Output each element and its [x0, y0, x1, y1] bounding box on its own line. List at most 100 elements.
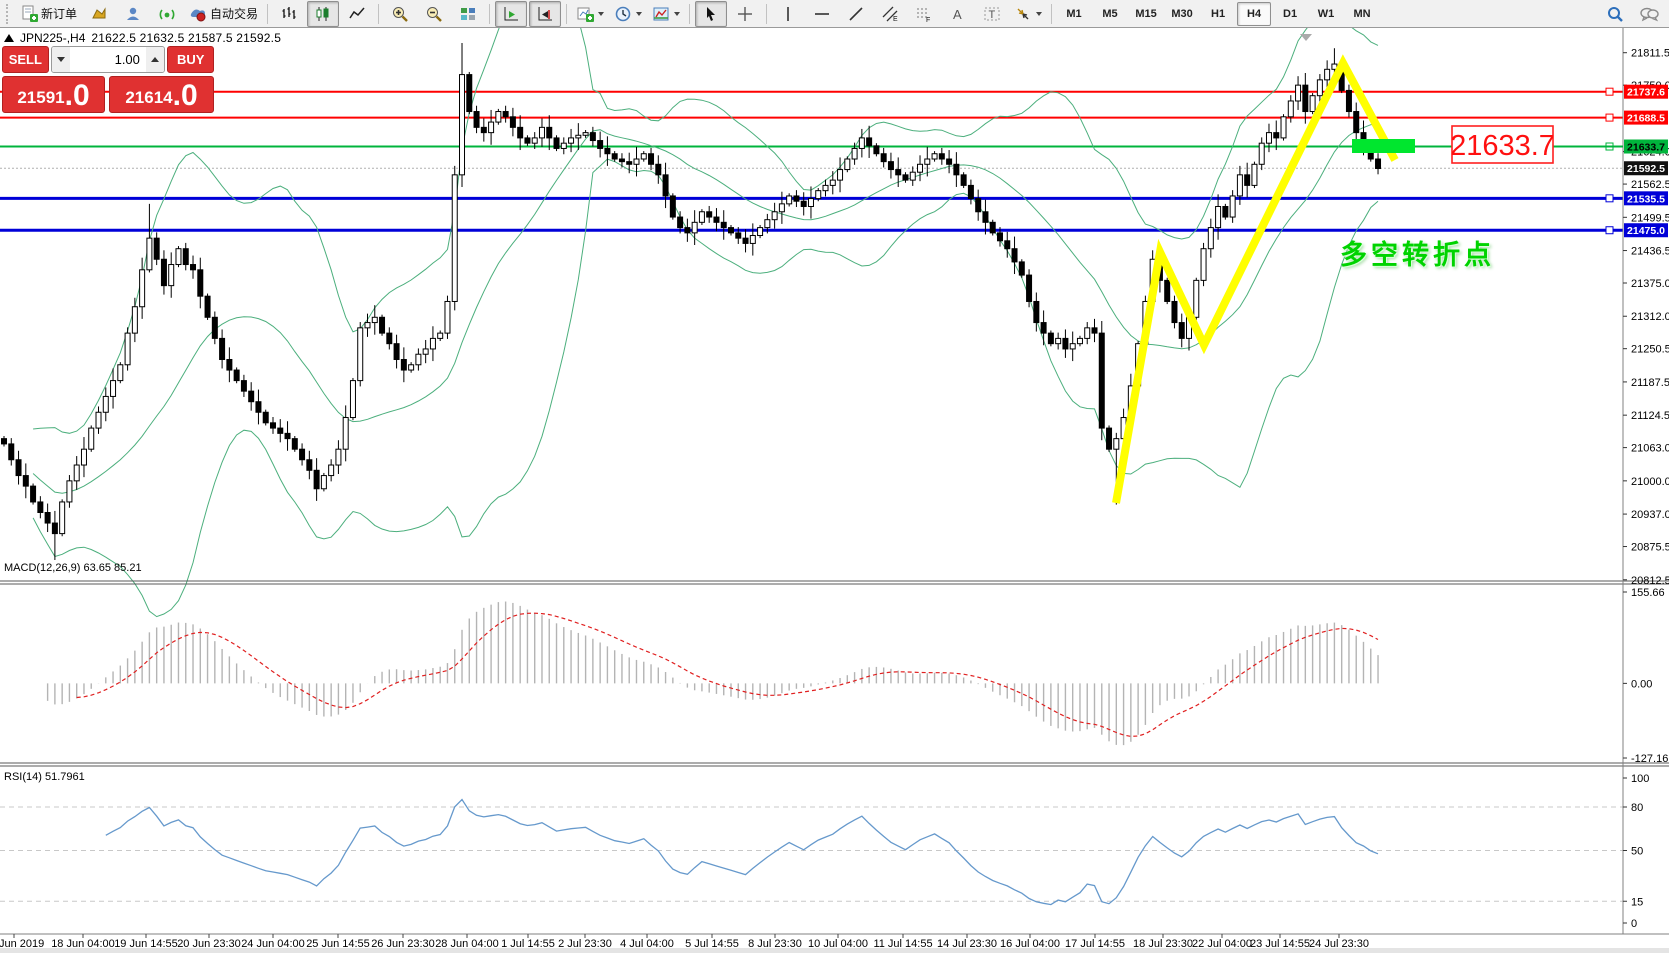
chat-button[interactable]: [1633, 1, 1665, 27]
timeframe-h4[interactable]: H4: [1237, 1, 1272, 26]
dropdown-caret-icon: [1036, 11, 1043, 16]
bull-candle: [175, 248, 182, 266]
timeframe-w1[interactable]: W1: [1317, 7, 1335, 20]
bear-candle: [597, 140, 604, 149]
zoom-out-button[interactable]: [418, 1, 450, 27]
price-tick-label: 21124.5: [1631, 410, 1669, 422]
arrows-button[interactable]: [1010, 1, 1046, 27]
signal-button[interactable]: [151, 1, 183, 27]
timeframe-m30[interactable]: M30: [1171, 7, 1193, 20]
price-axis[interactable]: 21811.521750.021624.021562.521499.521436…: [1622, 28, 1669, 934]
bull-candle: [422, 348, 429, 355]
bear-candle: [677, 216, 684, 229]
search-button[interactable]: [1599, 1, 1631, 27]
bar-chart-icon: [282, 6, 296, 19]
volume-up-button[interactable]: [145, 47, 165, 72]
panel-divider[interactable]: [0, 762, 1669, 767]
time-tick-label: 14 Jul 23:30: [937, 938, 997, 950]
auto-scroll-button[interactable]: [495, 0, 528, 27]
bear-candle: [1244, 174, 1251, 186]
autotrading-button[interactable]: 自动交易: [185, 1, 262, 27]
timeframe-mn[interactable]: MN: [1353, 7, 1371, 20]
chart-shift-button[interactable]: [529, 0, 562, 27]
hline-price-badge: 21737.6: [1624, 84, 1668, 99]
hline-handle[interactable]: [1605, 113, 1614, 122]
bear-candle: [1, 438, 7, 445]
time-tick-label: 22 Jul 04:00: [1192, 938, 1252, 950]
horizontal-line-button[interactable]: [806, 1, 838, 27]
timeframe-d1[interactable]: D1: [1283, 7, 1298, 20]
candlestick-button[interactable]: [307, 0, 340, 27]
zoom-in-button[interactable]: [384, 1, 416, 27]
sell-price-box[interactable]: 21591.0: [2, 76, 106, 113]
chart-profile-button[interactable]: [83, 1, 115, 27]
sell-button[interactable]: SELL: [2, 46, 49, 73]
bull-candle: [80, 448, 87, 466]
line-chart-button[interactable]: [341, 1, 373, 27]
autotrading-icon: [190, 9, 206, 21]
tile-windows-icon: [461, 7, 476, 20]
crosshair-button[interactable]: [729, 1, 761, 27]
volume-input[interactable]: 1.00: [70, 47, 146, 72]
bull-candle: [415, 353, 422, 366]
bear-candle: [742, 237, 749, 244]
tile-windows-button[interactable]: [452, 1, 484, 27]
hline-handle[interactable]: [1605, 226, 1614, 235]
templates-button[interactable]: [648, 1, 684, 27]
time-tick-label: 8 Jul 23:30: [748, 938, 802, 950]
bull-candle: [437, 332, 444, 339]
trendline-button[interactable]: [840, 1, 872, 27]
bull-candle: [1113, 438, 1120, 450]
price-callout[interactable]: 21633.7: [1450, 125, 1623, 164]
text-label-button[interactable]: T: [976, 1, 1008, 27]
bar-chart-button[interactable]: [273, 1, 305, 27]
fibonacci-button[interactable]: F: [908, 1, 940, 27]
cursor-button[interactable]: [695, 0, 728, 27]
text-button[interactable]: A: [942, 1, 974, 27]
panel-divider[interactable]: [0, 580, 1669, 585]
bear-candle: [684, 227, 691, 234]
periods-button[interactable]: [610, 1, 646, 27]
zoom-out-icon: [427, 6, 442, 22]
bull-candle: [1265, 132, 1272, 144]
vertical-line-button[interactable]: [772, 1, 804, 27]
time-tick-label: 10 Jul 04:00: [808, 938, 868, 950]
rsi-tick-label: 0: [1631, 918, 1637, 930]
bear-candle: [15, 459, 22, 477]
bull-candle: [858, 137, 865, 149]
equidistant-channel-button[interactable]: E: [874, 1, 906, 27]
bear-candle: [1178, 322, 1185, 339]
new-order-button[interactable]: 新订单: [16, 1, 81, 27]
timeframe-m15[interactable]: M15: [1135, 7, 1157, 20]
timeframe-h1[interactable]: H1: [1211, 7, 1226, 20]
hline-handle[interactable]: [1605, 87, 1614, 96]
dropdown-caret-icon: [674, 11, 681, 16]
timeframe-m1[interactable]: M1: [1066, 7, 1082, 20]
timeframe-m5[interactable]: M5: [1102, 7, 1118, 20]
chart-shift-marker-icon[interactable]: [1300, 34, 1312, 41]
time-tick-label: 26 Jun 23:30: [371, 938, 435, 950]
candles: [1, 42, 1382, 560]
chart-canvas[interactable]: 21811.521750.021624.021562.521499.521436…: [0, 28, 1669, 953]
turning-point-annotation[interactable]: 多空转折点: [1340, 240, 1495, 270]
bull-candle: [444, 300, 451, 334]
bear-candle: [284, 432, 291, 440]
bear-candle: [379, 316, 386, 334]
svg-text:21633.7: 21633.7: [1627, 142, 1665, 154]
autotrading-label: 自动交易: [210, 7, 259, 21]
zigzag-annotation[interactable]: [1112, 54, 1399, 504]
volume-down-button[interactable]: [51, 47, 71, 72]
signal-icon: [159, 8, 175, 20]
buy-price-box[interactable]: 21614.0: [109, 76, 214, 113]
horizontal-line-icon: [815, 12, 830, 15]
chart-window[interactable]: 21811.521750.021624.021562.521499.521436…: [0, 28, 1669, 953]
market-watch-button[interactable]: [117, 1, 149, 27]
bull-candle: [124, 332, 131, 366]
time-tick-label: 19 Jun 14:55: [114, 938, 178, 950]
indicators-button[interactable]: [572, 1, 608, 27]
highlight-rectangle[interactable]: [1352, 139, 1415, 153]
buy-button[interactable]: BUY: [167, 46, 214, 73]
bear-candle: [713, 216, 720, 223]
hline-handle[interactable]: [1605, 194, 1614, 203]
